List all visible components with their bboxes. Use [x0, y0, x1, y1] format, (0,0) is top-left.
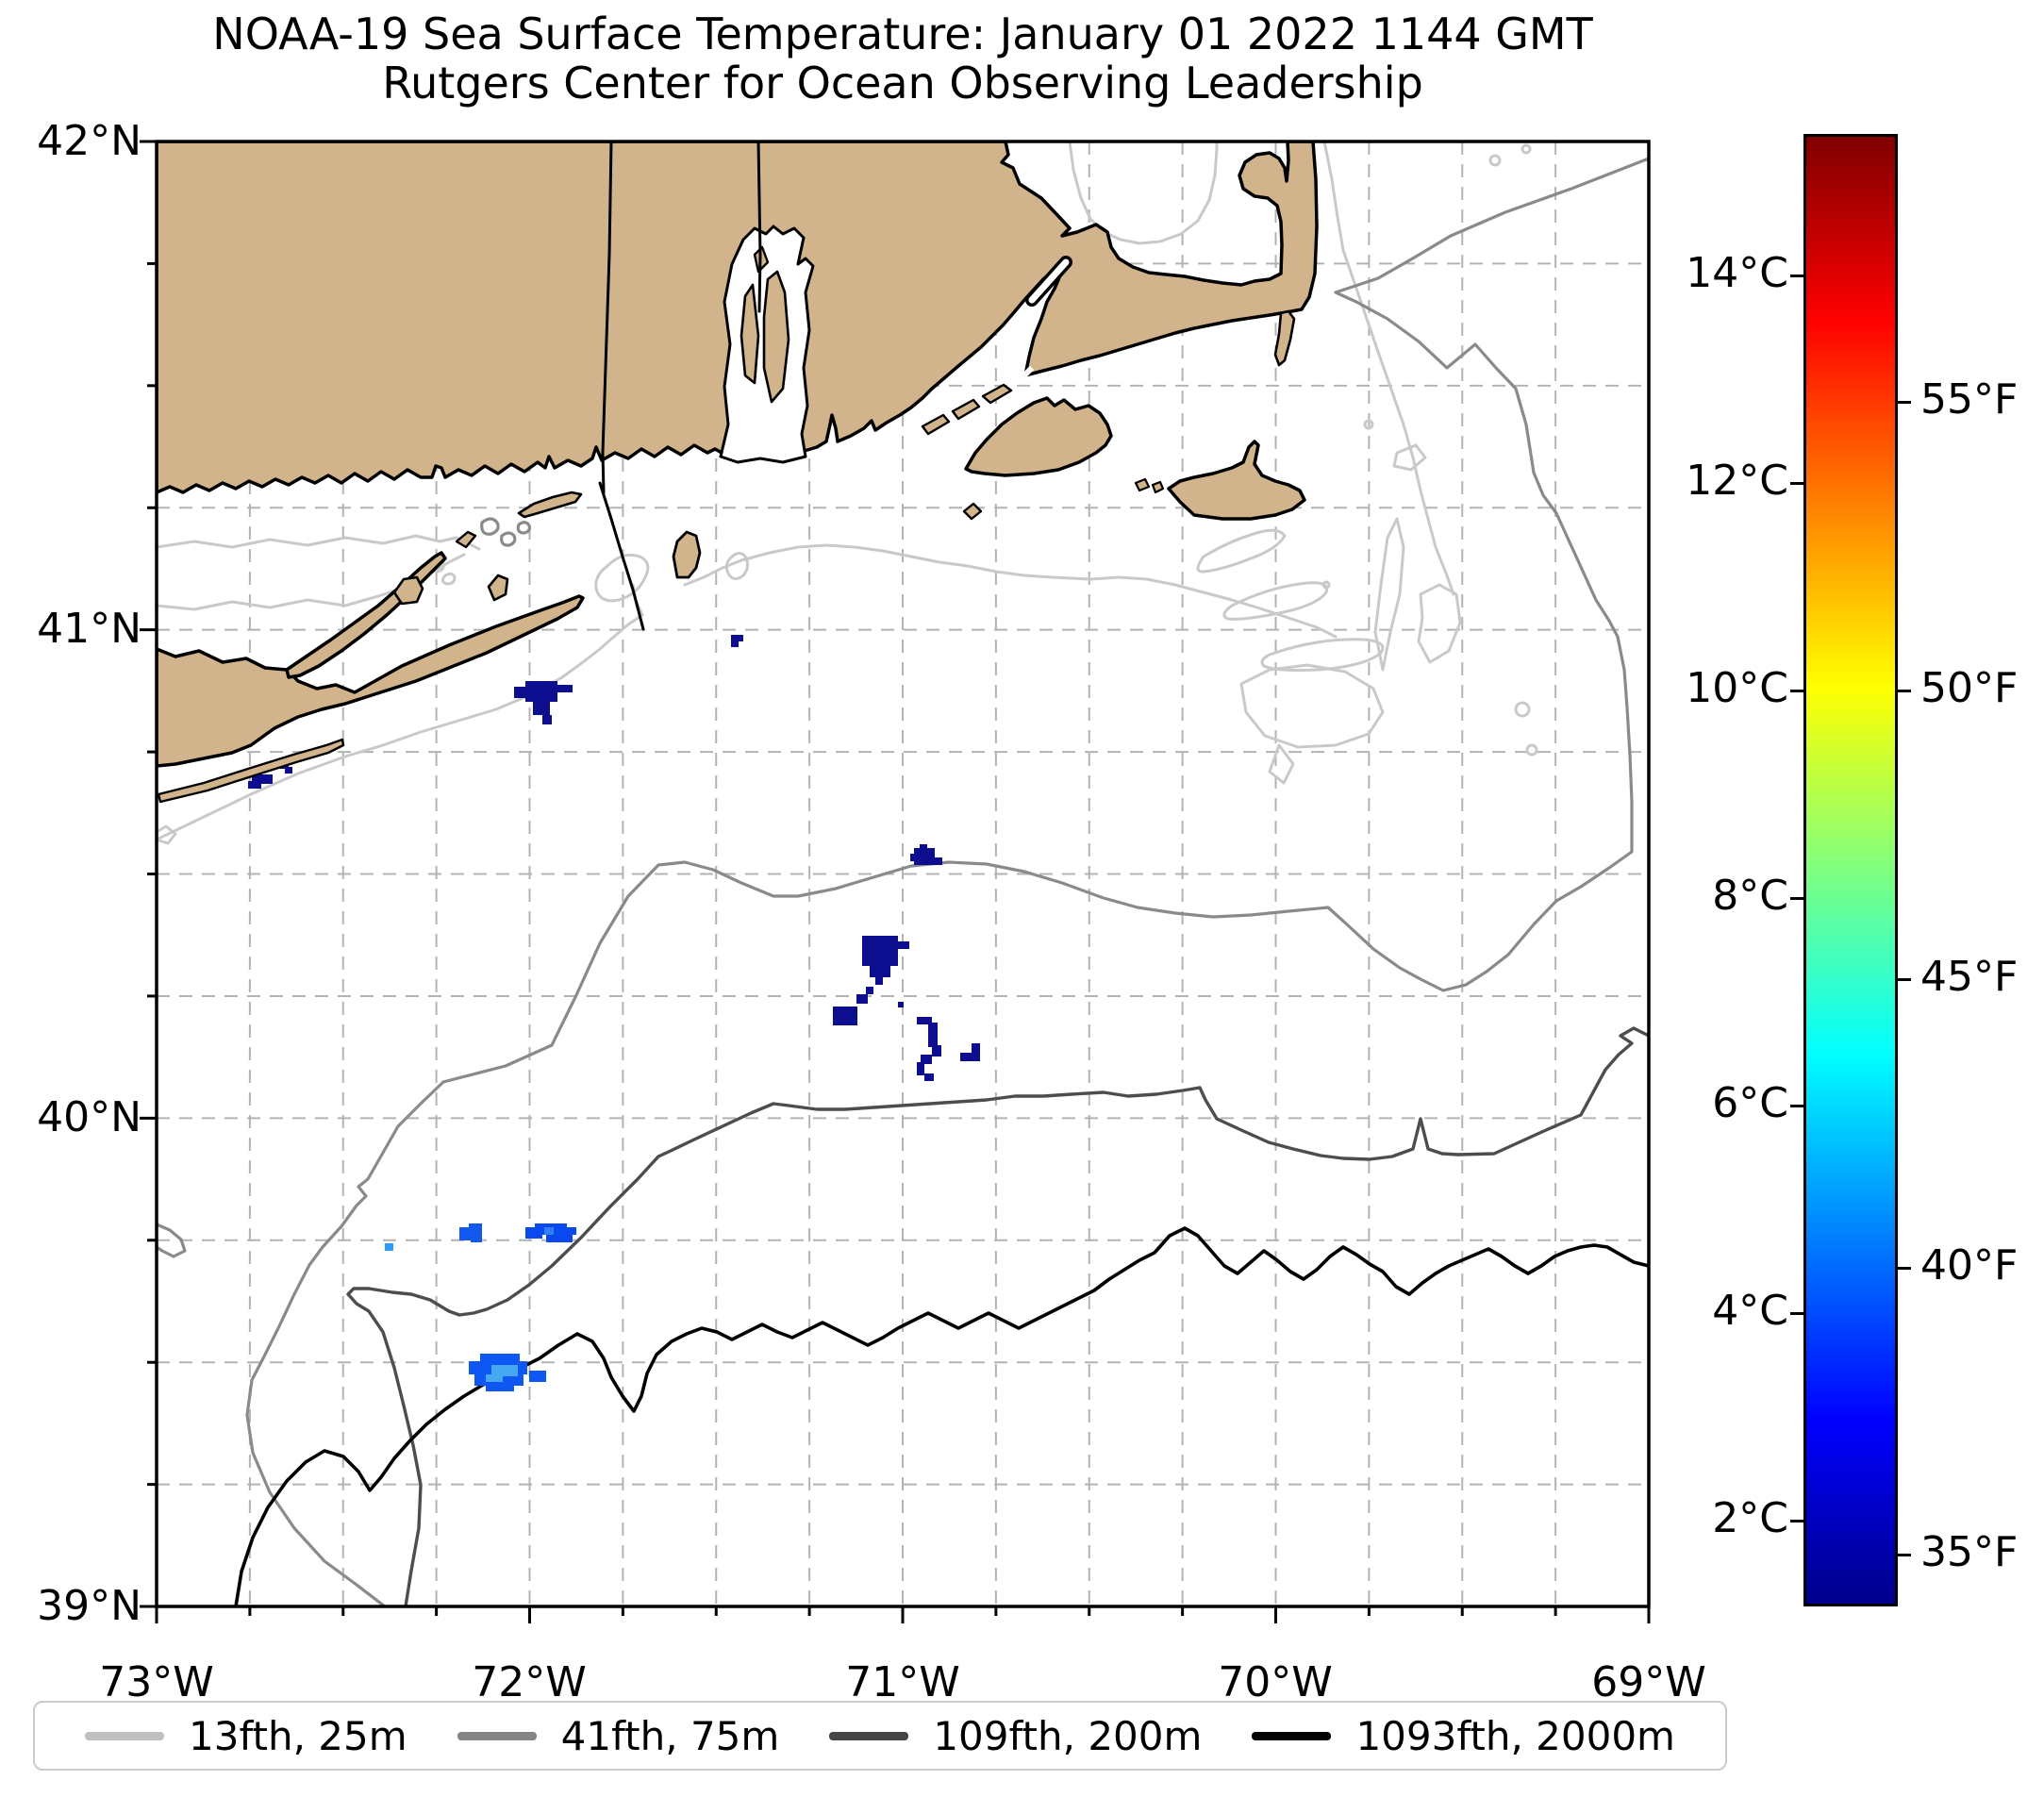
colorbar-tick-f-0: 55°F — [1920, 375, 2019, 424]
border-ny-ri-marine — [598, 481, 645, 631]
legend-label-75m: 41fth, 75m — [560, 1712, 780, 1759]
temperature-colorbar — [1803, 134, 1898, 1606]
conanicut-island — [739, 283, 760, 385]
aquidneck-island — [762, 270, 790, 404]
colorbar-tickmark-c-6 — [1790, 1520, 1803, 1523]
plum-island — [455, 530, 477, 549]
legend-item-200m: 109fth, 200m — [829, 1713, 1202, 1759]
legend-item-75m: 41fth, 75m — [457, 1712, 780, 1759]
cape-cod-canal — [1025, 256, 1072, 307]
woods-hole-passage — [1016, 365, 1035, 384]
legend-line-75m — [457, 1731, 537, 1740]
colorbar-tickmark-c-1 — [1790, 481, 1803, 485]
gardiners-island — [487, 574, 509, 602]
lat-tick-40n: 40°N — [37, 1093, 141, 1141]
lon-tick-71w: 71°W — [845, 1658, 960, 1706]
border-ct-ri — [601, 141, 613, 494]
colorbar-tickmark-f-4 — [1898, 1554, 1911, 1557]
colorbar-tick-c-3: 8°C — [1712, 872, 1788, 921]
border-ri-ma — [756, 141, 762, 313]
colorbar-tickmark-c-3 — [1790, 897, 1803, 901]
state-borders — [598, 141, 762, 631]
lon-tick-69w: 69°W — [1591, 1658, 1706, 1706]
monomoy-island — [1273, 309, 1296, 367]
colorbar-tickmark-f-3 — [1898, 1266, 1911, 1270]
block-island — [672, 530, 702, 579]
sst-pixel-patches — [248, 635, 980, 1391]
colorbar-tick-c-4: 6°C — [1712, 1079, 1788, 1128]
lon-tick-73w: 73°W — [99, 1658, 214, 1706]
legend-label-25m: 13fth, 25m — [189, 1712, 407, 1759]
figure-title: NOAA-19 Sea Surface Temperature: January… — [212, 8, 1593, 59]
colorbar-tick-f-1: 50°F — [1920, 664, 2019, 713]
lon-tick-72w: 72°W — [472, 1658, 587, 1706]
colorbar-tick-c-6: 2°C — [1712, 1494, 1788, 1543]
legend-line-25m — [85, 1731, 165, 1740]
colorbar-tick-f-3: 40°F — [1920, 1240, 2019, 1290]
contour-200m — [346, 1026, 1649, 1606]
graticule-gridlines — [157, 141, 1649, 1606]
colorbar-tickmark-c-5 — [1790, 1312, 1803, 1316]
legend-label-200m: 109fth, 200m — [933, 1712, 1203, 1759]
colorbar-tickmark-f-0 — [1898, 401, 1911, 405]
lat-tick-39n: 39°N — [37, 1582, 141, 1630]
colorbar-tickmark-c-0 — [1790, 274, 1803, 277]
shelter-island — [392, 575, 424, 606]
colorbar-tick-f-4: 35°F — [1920, 1528, 2019, 1577]
lat-tick-42n: 42°N — [37, 117, 141, 165]
legend-line-200m — [829, 1731, 909, 1740]
colorbar-tickmark-c-2 — [1790, 690, 1803, 693]
colorbar-tickmark-f-2 — [1898, 978, 1911, 981]
contour-2000m — [234, 1226, 1649, 1606]
lat-tick-41n: 41°N — [37, 605, 141, 653]
colorbar-tickmark-c-4 — [1790, 1105, 1803, 1108]
tuckernuck-island — [1134, 477, 1151, 492]
axis-tick-marks — [140, 140, 1651, 1623]
lon-tick-70w: 70°W — [1218, 1658, 1333, 1706]
colorbar-tick-c-2: 10°C — [1686, 664, 1788, 713]
colorbar-tick-f-2: 45°F — [1920, 953, 2019, 1001]
long-island — [157, 594, 585, 768]
legend-line-2000m — [1252, 1731, 1332, 1740]
muskeget-island — [1151, 480, 1165, 494]
colorbar-tick-c-5: 4°C — [1712, 1287, 1788, 1336]
li-barrier-beach — [157, 738, 345, 804]
no-mans-land-island — [962, 502, 983, 521]
legend-item-25m: 13fth, 25m — [85, 1713, 407, 1759]
colorbar-tick-c-1: 12°C — [1686, 456, 1788, 505]
contour-25m — [157, 141, 1538, 845]
colorbar-tick-c-0: 14°C — [1686, 248, 1788, 297]
legend-item-2000m: 1093fth, 2000m — [1252, 1713, 1675, 1759]
figure-subtitle: Rutgers Center for Ocean Observing Leade… — [382, 58, 1423, 108]
legend-label-2000m: 1093fth, 2000m — [1355, 1712, 1675, 1759]
fishers-island — [517, 491, 583, 519]
depth-contour-legend: 13fth, 25m 41fth, 75m 109fth, 200m 1093f… — [33, 1701, 1727, 1771]
land-polygons — [157, 141, 1319, 804]
marthas-vineyard — [964, 396, 1113, 477]
nantucket-island — [1167, 440, 1306, 521]
colorbar-tickmark-f-1 — [1898, 690, 1911, 693]
elizabeth-islands — [921, 383, 1013, 436]
map-plot-area — [140, 140, 1651, 1623]
